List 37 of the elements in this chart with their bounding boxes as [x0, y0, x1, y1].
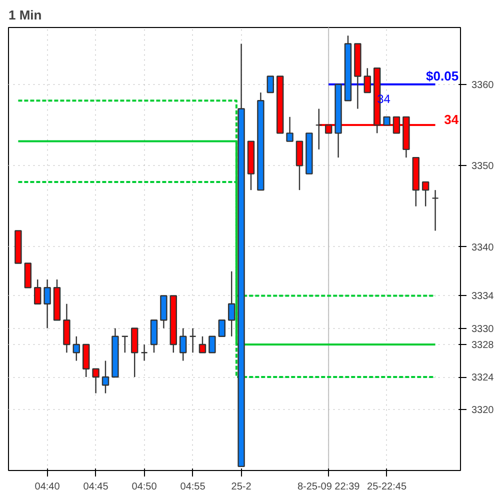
- candlestick: [315, 108, 322, 150]
- candlestick: [422, 181, 430, 207]
- x-tick-label: 04:50: [132, 482, 158, 492]
- chart-title: 1 Min: [8, 8, 42, 22]
- candlestick: [228, 270, 236, 337]
- x-tick-label: 25-22:45: [367, 482, 407, 492]
- x-tick-label: 04:55: [180, 482, 206, 492]
- x-tick-label: 04:45: [83, 482, 109, 492]
- y-tick-label: 3320: [472, 405, 494, 416]
- y-tick-label: 3334: [472, 291, 494, 302]
- x-tick-label: 25-2: [231, 482, 252, 492]
- candlestick: [218, 320, 226, 337]
- y-tick-label: 3340: [472, 242, 494, 254]
- candlestick: [432, 189, 439, 232]
- x-tick-label: 8-25-09 22:39: [297, 482, 360, 492]
- candlestick: [189, 328, 196, 354]
- candlestick: [34, 278, 42, 304]
- candlestick: [286, 116, 294, 142]
- candlestick: [44, 278, 51, 329]
- y-tick-label: 3330: [472, 324, 494, 335]
- candlestick: [198, 336, 206, 354]
- candlestick: [121, 336, 128, 354]
- candlestick: [266, 76, 274, 94]
- candlestick: [179, 328, 187, 362]
- y-tick-label: 3350: [472, 161, 494, 172]
- series-label: 34: [444, 112, 460, 128]
- y-tick-label: 3360: [472, 80, 494, 91]
- candlestick: [102, 360, 110, 394]
- candlestick: [364, 68, 371, 94]
- y-tick-label: 3328: [472, 340, 494, 352]
- series-label: $0.05: [426, 68, 459, 84]
- x-tick-label: 04:40: [34, 482, 60, 492]
- candlestick: [92, 368, 100, 394]
- y-tick-label: 3324: [472, 372, 494, 384]
- candlestick: [72, 336, 80, 362]
- candlestick: [208, 336, 216, 354]
- candlestick: [140, 344, 148, 362]
